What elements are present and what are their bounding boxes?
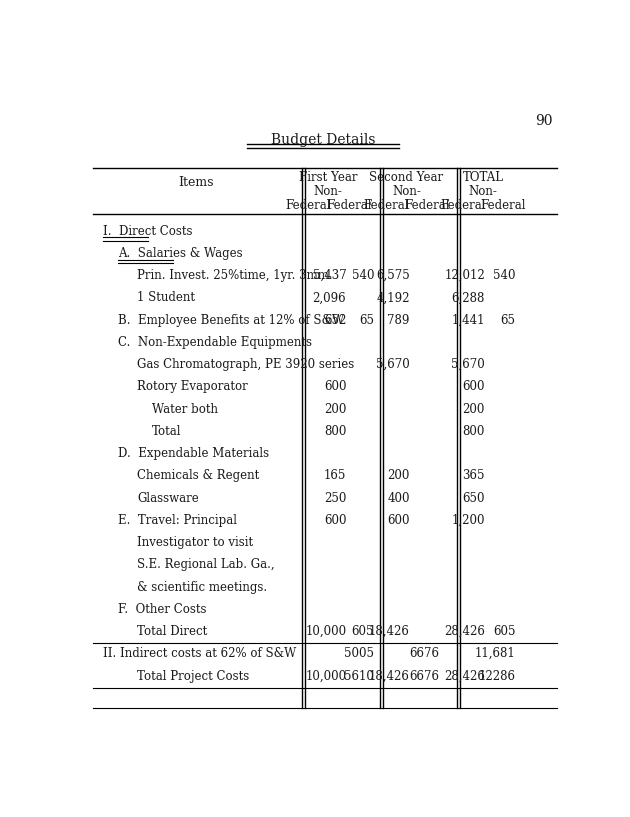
Text: Glassware: Glassware bbox=[137, 492, 199, 505]
Text: Second Year: Second Year bbox=[369, 171, 444, 184]
Text: Total: Total bbox=[152, 425, 181, 438]
Text: Rotory Evaporator: Rotory Evaporator bbox=[137, 381, 248, 393]
Text: First Year: First Year bbox=[299, 171, 357, 184]
Text: 605: 605 bbox=[352, 625, 374, 638]
Text: 800: 800 bbox=[324, 425, 346, 438]
Text: 540: 540 bbox=[352, 269, 374, 282]
Text: 600: 600 bbox=[324, 514, 346, 527]
Text: 6,575: 6,575 bbox=[376, 269, 410, 282]
Text: 6,288: 6,288 bbox=[452, 292, 485, 305]
Text: 400: 400 bbox=[387, 492, 410, 505]
Text: Non-: Non- bbox=[392, 185, 421, 198]
Text: 10,000: 10,000 bbox=[305, 669, 347, 682]
Text: Federal: Federal bbox=[326, 199, 372, 212]
Text: 65: 65 bbox=[359, 314, 374, 327]
Text: 5610: 5610 bbox=[344, 669, 374, 682]
Text: F.  Other Costs: F. Other Costs bbox=[118, 603, 206, 616]
Text: Items: Items bbox=[178, 176, 214, 189]
Text: 18,426: 18,426 bbox=[369, 625, 410, 638]
Text: 652: 652 bbox=[324, 314, 346, 327]
Text: 200: 200 bbox=[387, 469, 410, 482]
Text: 1,200: 1,200 bbox=[452, 514, 485, 527]
Text: 1,441: 1,441 bbox=[452, 314, 485, 327]
Text: 12286: 12286 bbox=[479, 669, 516, 682]
Text: D.  Expendable Materials: D. Expendable Materials bbox=[118, 447, 269, 460]
Text: 5,670: 5,670 bbox=[376, 358, 410, 371]
Text: 12,012: 12,012 bbox=[444, 269, 485, 282]
Text: Non-: Non- bbox=[469, 185, 498, 198]
Text: 28,426: 28,426 bbox=[444, 669, 485, 682]
Text: B.  Employee Benefits at 12% of S&W: B. Employee Benefits at 12% of S&W bbox=[118, 314, 344, 327]
Text: 200: 200 bbox=[324, 403, 346, 416]
Text: 800: 800 bbox=[462, 425, 485, 438]
Text: 2,096: 2,096 bbox=[312, 292, 347, 305]
Text: C.  Non-Expendable Equipments: C. Non-Expendable Equipments bbox=[118, 336, 312, 349]
Text: 200: 200 bbox=[462, 403, 485, 416]
Text: 650: 650 bbox=[462, 492, 485, 505]
Text: 65: 65 bbox=[501, 314, 516, 327]
Text: 5,670: 5,670 bbox=[451, 358, 485, 371]
Text: Investigator to visit: Investigator to visit bbox=[137, 536, 253, 549]
Text: 5005: 5005 bbox=[344, 647, 374, 660]
Text: E.  Travel: Principal: E. Travel: Principal bbox=[118, 514, 237, 527]
Text: Federal: Federal bbox=[285, 199, 331, 212]
Text: S.E. Regional Lab. Ga.,: S.E. Regional Lab. Ga., bbox=[137, 558, 275, 571]
Text: 605: 605 bbox=[493, 625, 516, 638]
Text: 11,681: 11,681 bbox=[475, 647, 516, 660]
Text: Federal: Federal bbox=[440, 199, 486, 212]
Text: 4,192: 4,192 bbox=[376, 292, 410, 305]
Text: Federal: Federal bbox=[404, 199, 450, 212]
Text: A.  Salaries & Wages: A. Salaries & Wages bbox=[118, 247, 243, 260]
Text: 6676: 6676 bbox=[409, 647, 439, 660]
Text: Budget Details: Budget Details bbox=[271, 132, 375, 146]
Text: Federal: Federal bbox=[480, 199, 526, 212]
Text: 5,437: 5,437 bbox=[312, 269, 347, 282]
Text: 90: 90 bbox=[535, 114, 553, 127]
Text: 10,000: 10,000 bbox=[305, 625, 347, 638]
Text: Total Project Costs: Total Project Costs bbox=[137, 669, 249, 682]
Text: Water both: Water both bbox=[152, 403, 218, 416]
Text: Total Direct: Total Direct bbox=[137, 625, 208, 638]
Text: 600: 600 bbox=[462, 381, 485, 393]
Text: 18,426: 18,426 bbox=[369, 669, 410, 682]
Text: 165: 165 bbox=[324, 469, 346, 482]
Text: I.  Direct Costs: I. Direct Costs bbox=[103, 225, 193, 238]
Text: 28,426: 28,426 bbox=[444, 625, 485, 638]
Text: 6676: 6676 bbox=[409, 669, 439, 682]
Text: & scientific meetings.: & scientific meetings. bbox=[137, 581, 268, 593]
Text: 600: 600 bbox=[324, 381, 346, 393]
Text: Chemicals & Regent: Chemicals & Regent bbox=[137, 469, 260, 482]
Text: TOTAL: TOTAL bbox=[462, 171, 503, 184]
Text: 540: 540 bbox=[493, 269, 516, 282]
Text: 600: 600 bbox=[387, 514, 410, 527]
Text: Federal: Federal bbox=[364, 199, 409, 212]
Text: 1 Student: 1 Student bbox=[137, 292, 195, 305]
Text: 789: 789 bbox=[387, 314, 410, 327]
Text: 365: 365 bbox=[462, 469, 485, 482]
Text: II. Indirect costs at 62% of S&W: II. Indirect costs at 62% of S&W bbox=[103, 647, 296, 660]
Text: 250: 250 bbox=[324, 492, 346, 505]
Text: Non-: Non- bbox=[314, 185, 343, 198]
Text: Gas Chromatograph, PE 3920 series: Gas Chromatograph, PE 3920 series bbox=[137, 358, 355, 371]
Text: Prin. Invest. 25%time, 1yr. 3mm.: Prin. Invest. 25%time, 1yr. 3mm. bbox=[137, 269, 333, 282]
